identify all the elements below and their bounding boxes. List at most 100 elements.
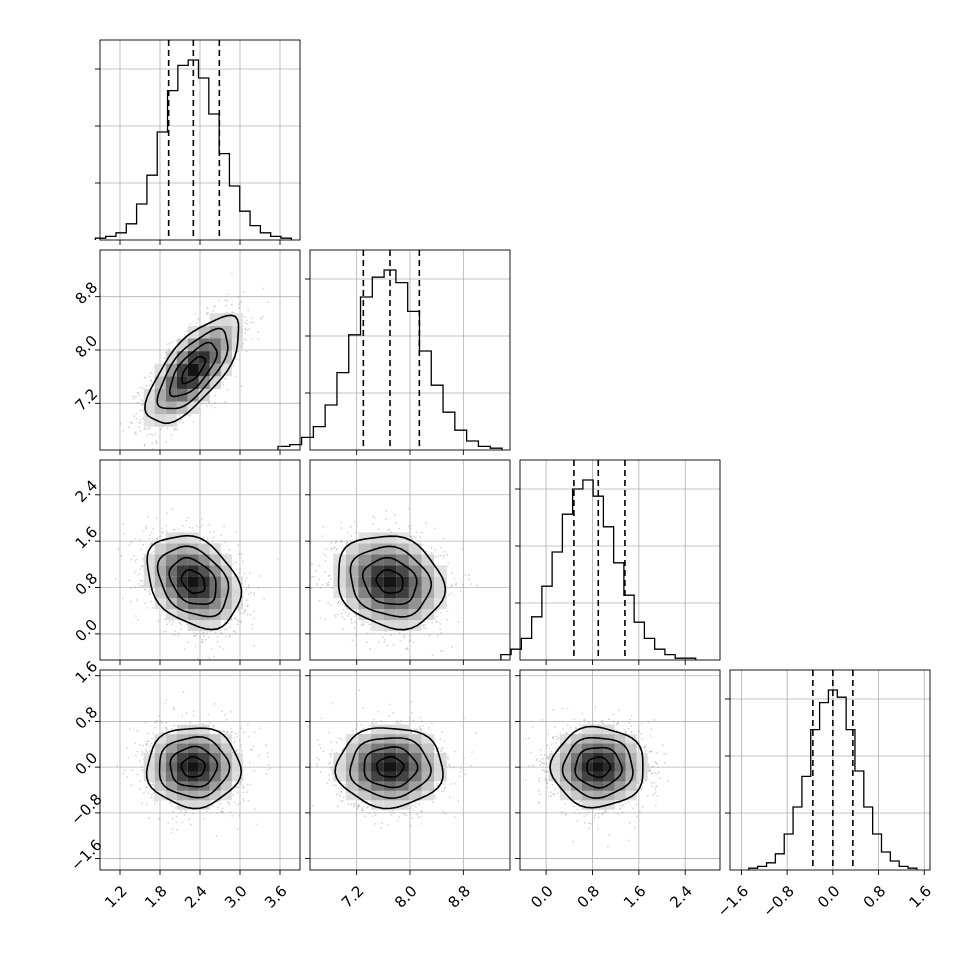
sample-point bbox=[201, 517, 203, 520]
sample-point bbox=[249, 572, 252, 574]
sample-point bbox=[201, 524, 203, 527]
density-cell bbox=[176, 532, 188, 544]
sample-point bbox=[229, 626, 232, 629]
sample-point bbox=[138, 586, 141, 588]
sample-point bbox=[156, 538, 159, 541]
sample-point bbox=[435, 611, 437, 613]
sample-point bbox=[213, 306, 216, 309]
sample-point bbox=[412, 537, 415, 540]
sample-point bbox=[239, 620, 242, 622]
sample-point bbox=[360, 624, 363, 626]
sample-point bbox=[329, 604, 332, 607]
density-cell bbox=[176, 351, 188, 364]
sample-point bbox=[372, 515, 375, 518]
sample-point bbox=[227, 293, 230, 296]
sample-point bbox=[385, 510, 388, 512]
x-tick-label: −0.8 bbox=[759, 882, 797, 920]
y-axis-1-0: 7.28.08.8 bbox=[72, 278, 102, 414]
density-cell bbox=[231, 598, 243, 610]
sample-point bbox=[225, 311, 228, 314]
density-cell bbox=[176, 401, 188, 415]
density-cell bbox=[154, 543, 166, 555]
density-cell bbox=[165, 351, 177, 364]
sample-point bbox=[403, 634, 406, 637]
sample-point bbox=[244, 609, 247, 611]
sample-point bbox=[143, 376, 146, 379]
sample-point bbox=[336, 613, 339, 616]
sample-point bbox=[247, 604, 250, 607]
sample-point bbox=[143, 444, 146, 447]
sample-point bbox=[177, 634, 179, 637]
sample-point bbox=[361, 624, 364, 626]
sample-point bbox=[250, 317, 253, 320]
sample-point bbox=[186, 623, 188, 626]
sample-point bbox=[176, 428, 179, 431]
sample-point bbox=[146, 516, 149, 518]
sample-point bbox=[206, 307, 209, 310]
sample-point bbox=[174, 630, 177, 632]
sample-point bbox=[406, 647, 409, 650]
sample-point bbox=[166, 512, 168, 514]
sample-point bbox=[361, 621, 364, 624]
sample-point bbox=[377, 641, 380, 644]
sample-point bbox=[193, 632, 196, 635]
density-cell bbox=[165, 565, 177, 577]
sample-point bbox=[133, 397, 135, 400]
sample-point bbox=[170, 341, 173, 344]
sample-point bbox=[412, 641, 415, 643]
sample-point bbox=[137, 426, 140, 429]
sample-point bbox=[139, 548, 142, 551]
y-tick-label: 8.0 bbox=[72, 332, 102, 362]
density-cell bbox=[165, 543, 177, 555]
contour-1.5-sigma bbox=[156, 545, 230, 618]
sample-point bbox=[145, 384, 148, 387]
sample-point bbox=[321, 535, 324, 538]
sample-point bbox=[146, 434, 149, 436]
x-axis-2-0 bbox=[119, 660, 281, 665]
sample-point bbox=[144, 376, 147, 379]
sample-point bbox=[208, 636, 210, 639]
density-cell bbox=[231, 576, 243, 588]
sample-point bbox=[350, 622, 353, 625]
sample-point bbox=[140, 580, 143, 583]
sample-point bbox=[134, 431, 137, 433]
density-cell bbox=[209, 363, 221, 377]
sample-point bbox=[117, 548, 120, 550]
y-tick-label: 1.6 bbox=[72, 523, 102, 553]
sample-point bbox=[450, 592, 453, 595]
sample-point bbox=[328, 581, 330, 584]
hist-panel-3 bbox=[725, 669, 931, 871]
sample-point bbox=[191, 526, 194, 529]
sample-point bbox=[155, 440, 158, 443]
sample-point bbox=[440, 650, 442, 652]
sample-point bbox=[167, 348, 170, 351]
sample-point bbox=[202, 632, 205, 634]
sample-point bbox=[243, 572, 246, 575]
sample-point bbox=[154, 433, 157, 436]
density-cell bbox=[198, 388, 210, 402]
sample-point bbox=[150, 552, 153, 555]
sample-point bbox=[252, 321, 255, 324]
density-cell bbox=[143, 565, 155, 577]
sample-point bbox=[233, 630, 236, 633]
sample-point bbox=[135, 558, 138, 561]
sample-point bbox=[398, 527, 400, 530]
sample-point bbox=[257, 331, 259, 333]
density-cell bbox=[154, 576, 166, 588]
sample-point bbox=[173, 528, 176, 531]
sample-point bbox=[135, 615, 137, 617]
sample-point bbox=[251, 623, 254, 626]
sample-point bbox=[214, 631, 217, 634]
density-cell bbox=[187, 620, 199, 632]
x-axis-3-3: −1.6 −0.8 0.0 0.8 1.6 bbox=[714, 870, 935, 921]
sample-point bbox=[193, 635, 195, 638]
sample-point bbox=[419, 536, 421, 538]
x-axis-1-0 bbox=[119, 450, 281, 455]
sample-point bbox=[128, 544, 130, 546]
sample-point bbox=[121, 597, 124, 600]
y-tick-label: 0.8 bbox=[72, 569, 102, 599]
density-cell bbox=[176, 609, 188, 621]
scatter-panel-2-0 bbox=[99, 459, 301, 661]
sample-point bbox=[311, 563, 313, 565]
sample-point bbox=[170, 434, 173, 437]
